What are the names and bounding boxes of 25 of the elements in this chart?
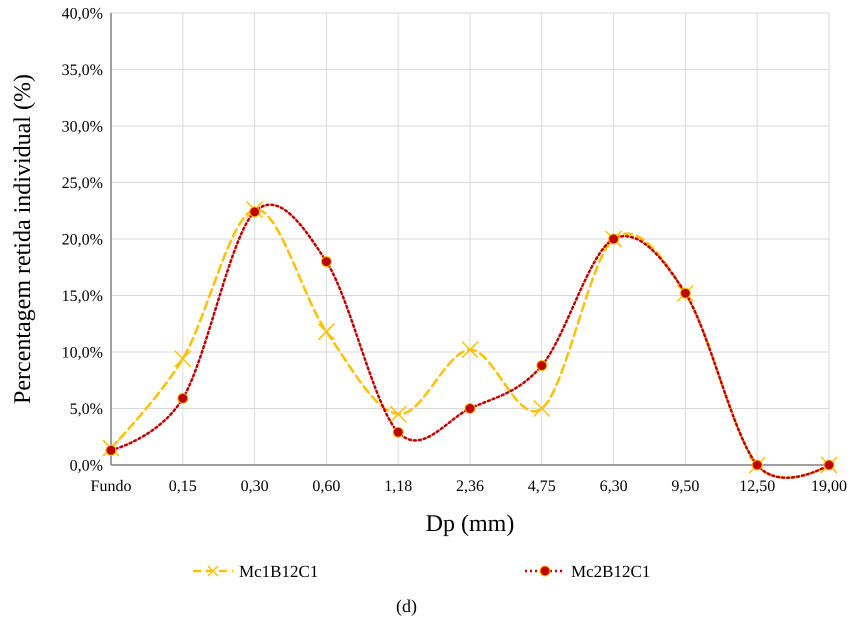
- x-tick-label: 0,15: [168, 478, 197, 495]
- y-tick-label: 20,0%: [62, 232, 103, 249]
- y-tick-label: 35,0%: [62, 62, 103, 80]
- x-tick-label: 0,30: [240, 478, 269, 495]
- y-tick-label: 25,0%: [62, 175, 103, 192]
- x-tick-label: 4,75: [528, 478, 556, 495]
- y-tick-label: 5,0%: [70, 401, 103, 418]
- x-tick-label: 2,36: [456, 478, 484, 495]
- x-tick-label: 19,00: [811, 478, 847, 495]
- x-tick-label: 0,60: [312, 478, 340, 495]
- x-tick-label: 6,30: [600, 478, 628, 495]
- y-tick-label: 10,0%: [62, 344, 103, 362]
- y-tick-label: 0,0%: [70, 458, 103, 475]
- x-tick-label: 9,50: [671, 478, 700, 495]
- x-tick-label: 1,18: [384, 478, 412, 495]
- y-axis-title: Percentagem retida individual (%): [10, 74, 36, 404]
- x-axis-title: Dp (mm): [426, 511, 514, 537]
- y-tick-label: 40,0%: [62, 6, 103, 23]
- y-tick-label: 15,0%: [62, 288, 103, 306]
- x-tick-label: Fundo: [90, 478, 132, 495]
- legend-label: Mc1B12C1: [239, 562, 318, 581]
- x-tick-label: 12,50: [739, 478, 776, 495]
- y-tick-label: 30,0%: [62, 118, 103, 136]
- text: (d): [396, 596, 417, 616]
- legend-label: Mc2B12C1: [571, 562, 650, 581]
